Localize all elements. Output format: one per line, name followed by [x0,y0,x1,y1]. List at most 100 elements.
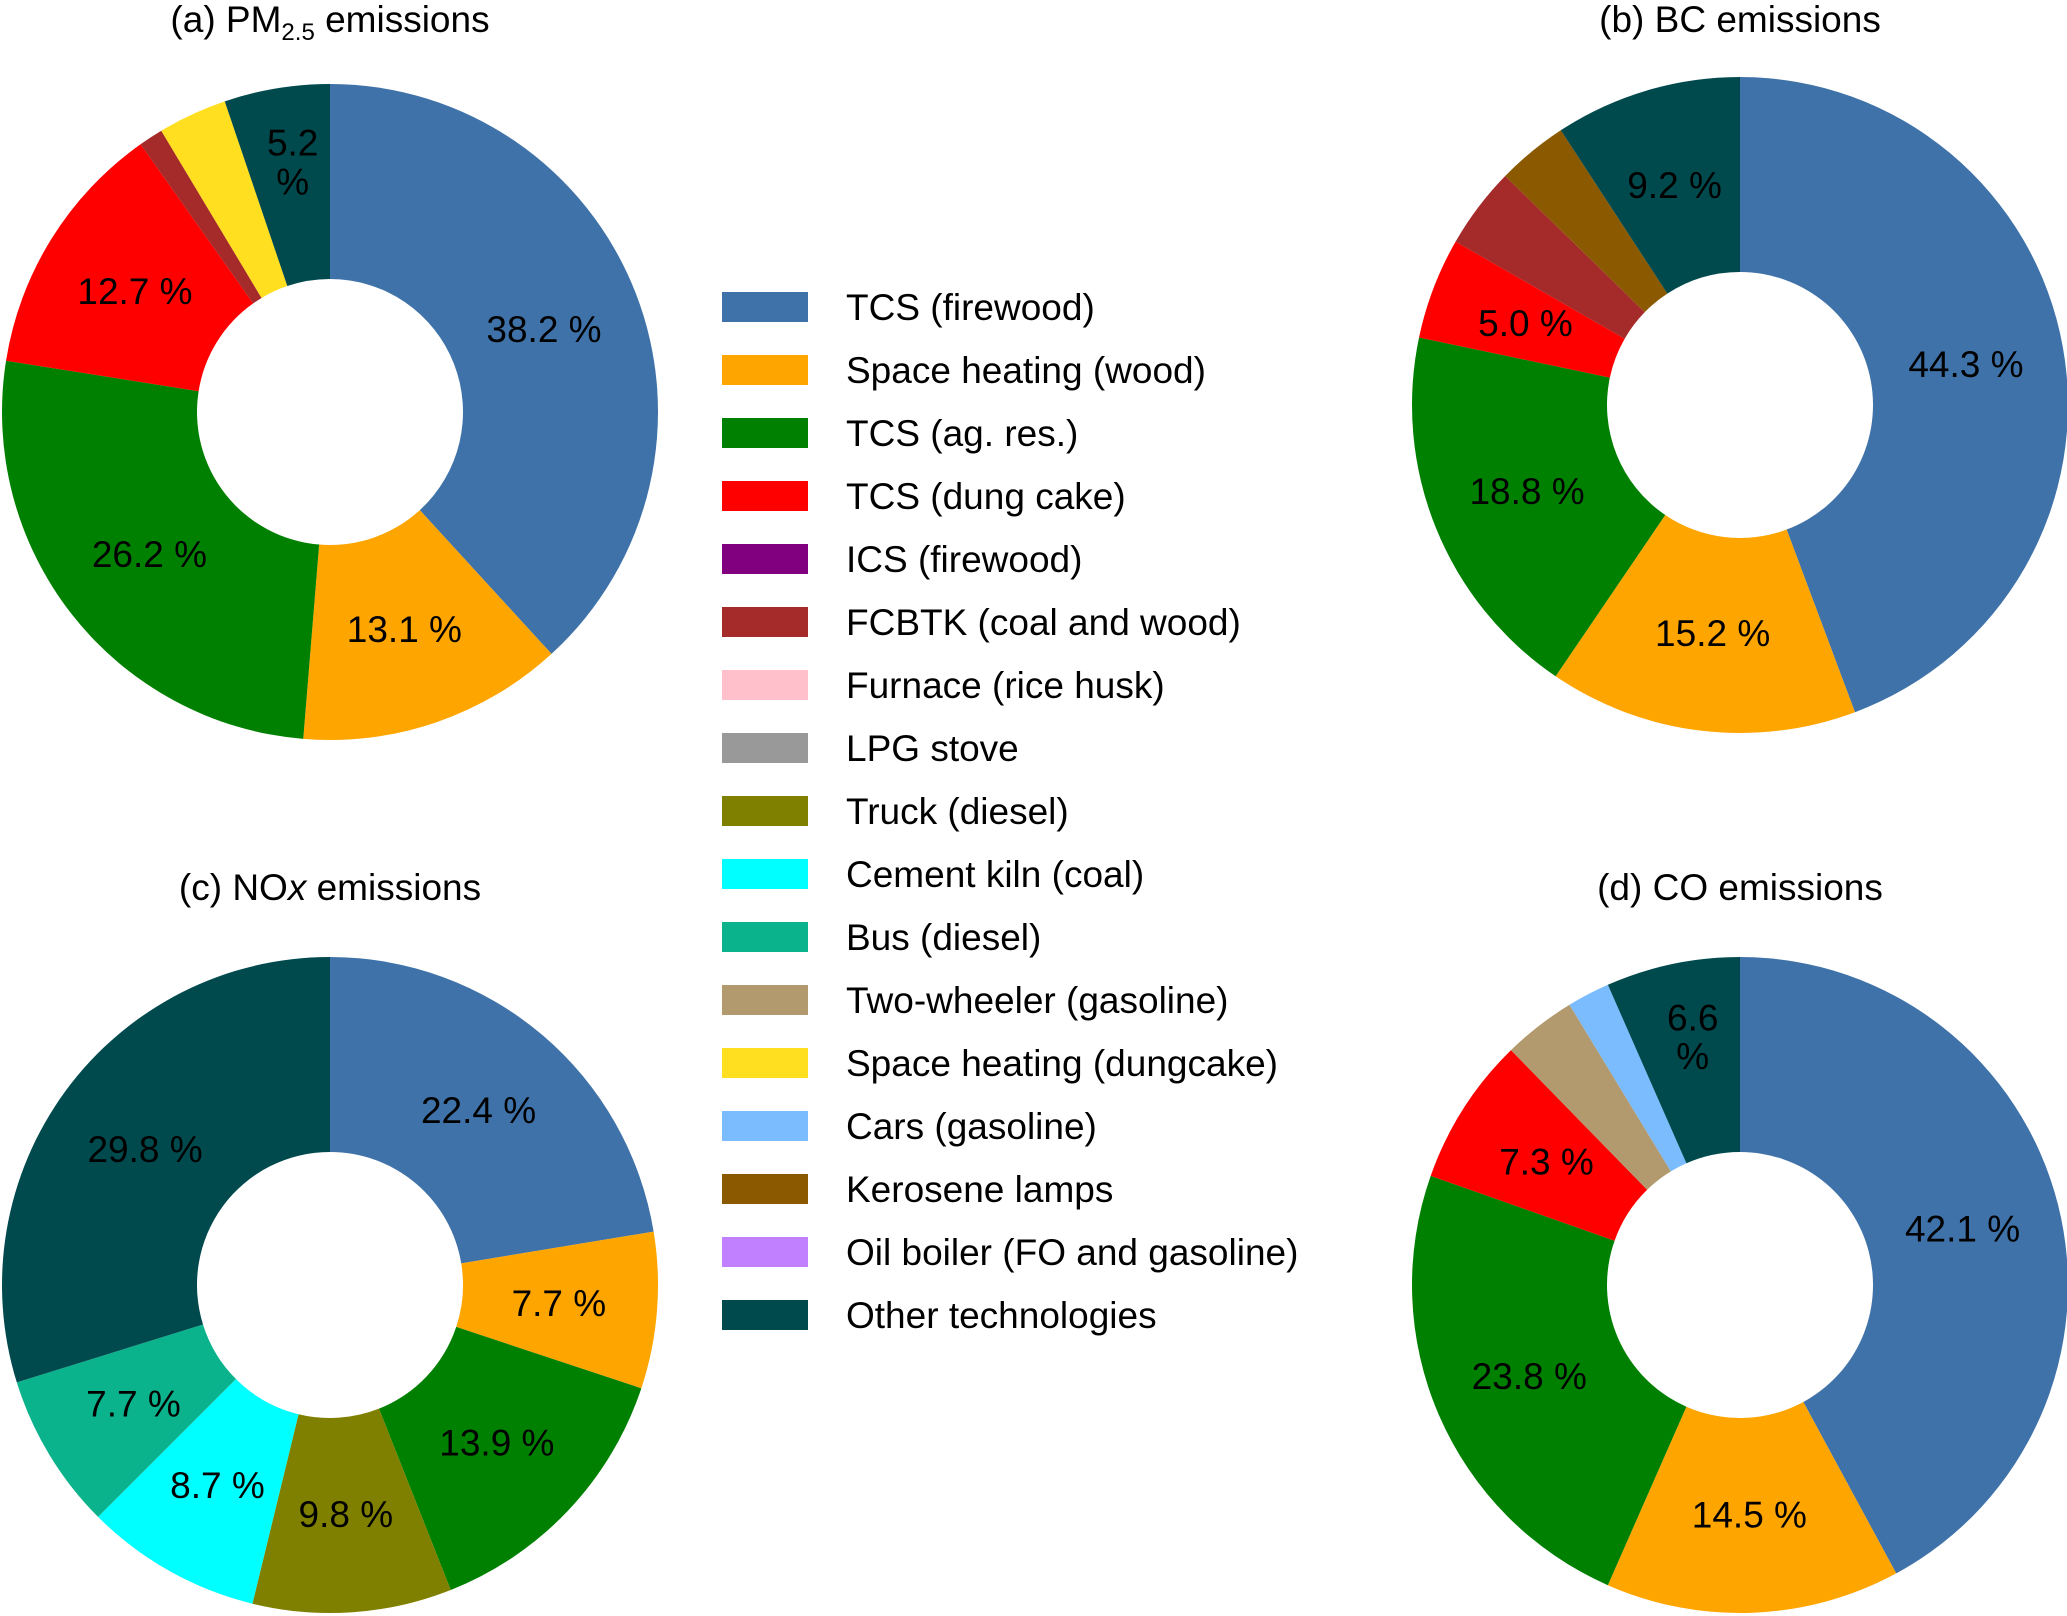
legend-swatch [722,292,808,322]
legend-swatch [722,1111,808,1141]
legend-item: Furnace (rice husk) [722,665,1165,706]
legend-item: TCS (firewood) [722,287,1095,328]
legend-item: Two-wheeler (gasoline) [722,980,1229,1021]
slice-data-label: 44.3 % [1908,344,2023,385]
legend-item: Oil boiler (FO and gasoline) [722,1232,1298,1273]
slice-data-label: 18.8 % [1469,471,1584,512]
legend-item: Cement kiln (coal) [722,854,1144,895]
donut-chart-a: (a) PM2.5 emissions 38.2 % 13.1 % 26.2 % 12.… [1,0,658,740]
slice-two-wheeler-gasoline [1511,1004,1671,1190]
slice-data-label: 26.2 % [92,534,207,575]
legend-swatch [722,922,808,952]
slice-data-label: 15.2 % [1655,613,1770,654]
legend-item: Space heating (wood) [722,350,1206,391]
slice-tcs-firewood [330,957,654,1264]
legend-item: Truck (diesel) [722,791,1069,832]
legend-swatch [722,1237,808,1267]
slice-data-label: 9.2 % [1627,165,1722,206]
legend-item: Kerosene lamps [722,1169,1113,1210]
slice-other-technologies [1607,957,1740,1164]
legend-label: FCBTK (coal and wood) [846,602,1241,643]
legend-swatch [722,418,808,448]
slice-tcs-ag-res [378,1326,642,1590]
chart-title: (b) BC emissions [1599,0,1881,40]
slice-truck-diesel [252,1408,451,1613]
slice-data-label: 14.5 % [1692,1494,1807,1535]
legend-label: Oil boiler (FO and gasoline) [846,1232,1298,1273]
slice-data-label: 23.8 % [1472,1356,1587,1397]
legend-label: Other technologies [846,1295,1157,1336]
slice-cement-kiln-coal [98,1379,299,1604]
legend-swatch [722,355,808,385]
chart-title-subscript: x [286,867,308,908]
legend-label: Two-wheeler (gasoline) [846,980,1229,1021]
slice-other-technologies [1,956,330,1383]
legend-swatch [722,1048,808,1078]
legend-swatch [722,670,808,700]
legend-item: FCBTK (coal and wood) [722,602,1241,643]
legend-item: ICS (firewood) [722,539,1082,580]
legend-label: Cars (gasoline) [846,1106,1097,1147]
legend-label: ICS (firewood) [846,539,1082,580]
slice-space-heating-dungcake [161,101,288,298]
slice-other-technologies [224,84,330,287]
legend-label: TCS (ag. res.) [846,413,1078,454]
legend-swatch [722,859,808,889]
slice-tcs-dung-cake [1419,241,1625,378]
donut-chart-b: (b) BC emissions 44.3 % 15.2 % 18.8 % 5.0 % 9… [1412,0,2067,734]
legend-item: TCS (ag. res.) [722,413,1078,454]
chart-title: (c) NOx emissions [179,867,481,908]
slice-data-label: 13.9 % [439,1423,554,1464]
slice-data-label: 9.8 % [299,1494,394,1535]
slice-data-label: 12.7 % [77,271,192,312]
legend-label: Bus (diesel) [846,917,1041,958]
chart-title: (a) PM2.5 emissions [170,0,489,46]
donut-chart-c: (c) NOx emissions 22.4 % 7.7 % 13.9 % 9.8 % 8… [1,867,658,1613]
slice-data-label: 7.7 % [512,1283,607,1324]
slice-data-label: 42.1 % [1905,1209,2020,1250]
legend-swatch [722,607,808,637]
slice-space-heating-wood [456,1231,658,1389]
legend-label: Furnace (rice husk) [846,665,1165,706]
slice-kerosene-lamps [1505,130,1668,313]
slice-cars-gasoline [1569,984,1687,1172]
legend-label: TCS (firewood) [846,287,1095,328]
slice-tcs-firewood [1740,77,2067,713]
legend: TCS (firewood) Space heating (wood) TCS (a… [722,287,1298,1336]
legend-label: LPG stove [846,728,1019,769]
legend-swatch [722,1300,808,1330]
legend-swatch [722,1174,808,1204]
legend-item: Cars (gasoline) [722,1106,1097,1147]
slice-data-label: 8.7 % [170,1465,265,1506]
legend-label: Space heating (dungcake) [846,1043,1278,1084]
legend-item: Space heating (dungcake) [722,1043,1278,1084]
legend-swatch [722,985,808,1015]
slice-tcs-dung-cake [1430,1050,1648,1241]
legend-item: Bus (diesel) [722,917,1041,958]
chart-title-suffix: emissions [306,867,481,908]
legend-label: Kerosene lamps [846,1169,1113,1210]
slice-tcs-ag-res [1,360,320,739]
legend-label: Space heating (wood) [846,350,1206,391]
legend-item: TCS (dung cake) [722,476,1126,517]
slice-data-label: 22.4 % [421,1090,536,1131]
chart-title-suffix: emissions [315,0,490,40]
slice-tcs-firewood [1740,957,2067,1574]
slice-space-heating-wood [1607,1401,1897,1613]
slice-tcs-ag-res [1412,337,1666,677]
slice-data-label: 29.8 % [87,1129,202,1170]
legend-label: Cement kiln (coal) [846,854,1144,895]
slice-data-label: 38.2 % [486,309,601,350]
legend-item: LPG stove [722,728,1019,769]
slice-fcbtk-coal-and-wood [140,130,262,304]
legend-item: Other technologies [722,1295,1157,1336]
slice-data-label: 5.0 % [1478,303,1573,344]
slice-fcbtk-coal-and-wood [1455,176,1645,339]
slice-other-technologies [1560,77,1740,294]
slice-tcs-firewood [330,84,658,654]
slice-data-label: 7.7 % [86,1384,181,1425]
slice-data-label: 5.2% [267,122,318,202]
chart-title-subscript: 2.5 [281,19,314,46]
legend-swatch [722,796,808,826]
legend-swatch [722,481,808,511]
